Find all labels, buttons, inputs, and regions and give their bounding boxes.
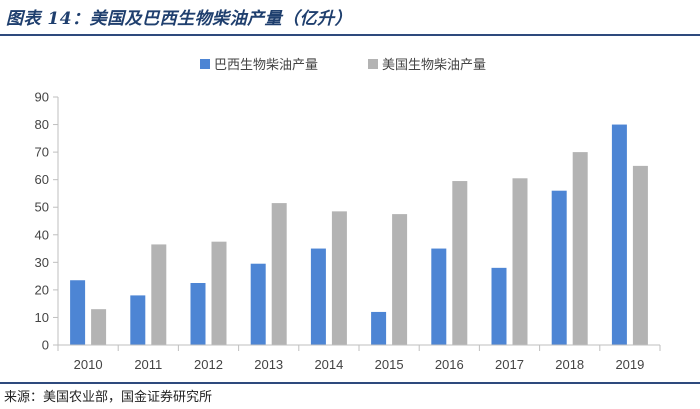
y-tick-label: 20: [35, 282, 49, 297]
x-tick-label: 2011: [134, 357, 162, 372]
footer-divider: [0, 382, 700, 384]
bar-brazil: [70, 280, 86, 345]
y-tick-label: 0: [42, 338, 49, 353]
legend-swatch-usa: [368, 59, 378, 69]
bar-brazil: [371, 311, 387, 345]
bar-usa: [632, 165, 648, 345]
y-tick-label: 70: [35, 145, 49, 160]
x-tick-label: 2019: [615, 357, 644, 372]
bar-chart: 巴西生物柴油产量 美国生物柴油产量 0 10 20 30 40 50 60 70 80 90 20…: [35, 58, 661, 372]
bar-usa: [151, 244, 167, 345]
x-tick-label: 2010: [74, 357, 103, 372]
bar-usa: [271, 203, 287, 345]
x-tick-label: 2016: [435, 357, 464, 372]
bar-brazil: [310, 248, 326, 345]
bar-usa: [91, 309, 107, 345]
bar-usa: [211, 241, 227, 345]
legend-label-brazil: 巴西生物柴油产量: [214, 58, 318, 73]
y-tick-label: 50: [35, 200, 49, 215]
bar-brazil: [250, 263, 266, 345]
x-tick-label: 2015: [375, 357, 404, 372]
bars: [70, 124, 648, 345]
y-tick-label: 90: [35, 90, 49, 105]
bar-usa: [331, 211, 347, 345]
figure-title: 图表 14：美国及巴西生物柴油产量（亿升）: [6, 9, 353, 29]
bar-brazil: [611, 124, 627, 345]
y-axis: 0 10 20 30 40 50 60 70 80 90: [35, 90, 59, 353]
title-divider: [0, 34, 700, 36]
bar-brazil: [130, 295, 146, 345]
y-tick-label: 80: [35, 117, 49, 132]
x-tick-label: 2013: [254, 357, 283, 372]
bar-usa: [572, 152, 588, 345]
x-axis: 2010 2011 2012 2013 2014 2015 2016 2017 2018 2019: [57, 344, 661, 372]
bar-usa: [512, 178, 528, 345]
bar-usa: [452, 181, 468, 345]
bar-usa: [392, 214, 408, 345]
x-tick-label: 2018: [555, 357, 584, 372]
bar-brazil: [491, 267, 507, 345]
y-tick-label: 60: [35, 172, 49, 187]
bar-brazil: [190, 283, 206, 345]
x-tick-label: 2014: [314, 357, 343, 372]
y-tick-label: 30: [35, 255, 49, 270]
y-tick-label: 40: [35, 227, 49, 242]
bar-brazil: [431, 248, 447, 345]
bar-brazil: [551, 190, 567, 345]
x-tick-label: 2017: [495, 357, 524, 372]
legend-label-usa: 美国生物柴油产量: [382, 58, 486, 73]
chart-legend: 巴西生物柴油产量 美国生物柴油产量: [200, 58, 486, 73]
source-note: 来源：美国农业部，国金证券研究所: [4, 390, 213, 405]
legend-swatch-brazil: [200, 59, 210, 69]
y-tick-label: 10: [35, 310, 49, 325]
x-tick-label: 2012: [194, 357, 223, 372]
